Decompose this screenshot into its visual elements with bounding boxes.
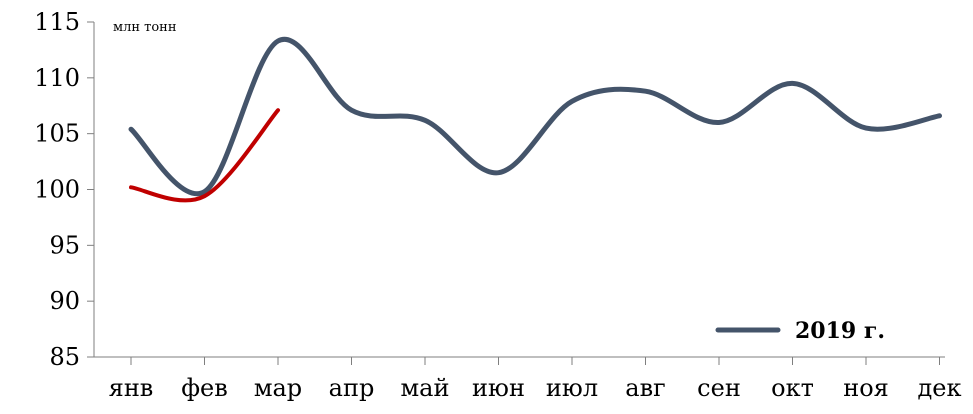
y-tick-label: 115 bbox=[34, 8, 80, 36]
x-tick-label: апр bbox=[329, 374, 375, 402]
x-tick-label: дек bbox=[918, 374, 962, 402]
x-tick-label: ноя bbox=[843, 374, 889, 402]
y-tick-label: 95 bbox=[49, 231, 80, 259]
y-axis: 85 90 95 100 105 110 115 bbox=[34, 8, 95, 371]
series-line-1 bbox=[129, 108, 280, 203]
x-tick-label: янв bbox=[109, 374, 154, 402]
y-tick-label: 105 bbox=[34, 120, 80, 148]
y-tick-label: 90 bbox=[49, 287, 80, 315]
legend-label-2019: 2019 г. bbox=[795, 318, 885, 344]
series-layer bbox=[128, 36, 942, 203]
x-tick-label: окт bbox=[771, 374, 814, 402]
x-tick-label: май bbox=[401, 374, 450, 402]
series-line-0 bbox=[128, 36, 942, 197]
x-axis: янв фев мар апр май июн июл авг сен окт ноя дек bbox=[94, 356, 962, 402]
y-tick-label: 110 bbox=[34, 64, 80, 92]
y-tick-label: 85 bbox=[49, 343, 80, 371]
legend: 2019 г. bbox=[715, 318, 885, 344]
x-tick-label: авг bbox=[625, 374, 665, 402]
x-tick-label: июл bbox=[546, 374, 598, 402]
unit-label: млн тонн bbox=[113, 20, 177, 35]
y-tick-label: 100 bbox=[34, 176, 80, 204]
x-tick-label: сен bbox=[697, 374, 741, 402]
x-tick-label: мар bbox=[254, 374, 302, 402]
x-tick-label: фев bbox=[181, 374, 228, 402]
x-tick-label: июн bbox=[472, 374, 525, 402]
